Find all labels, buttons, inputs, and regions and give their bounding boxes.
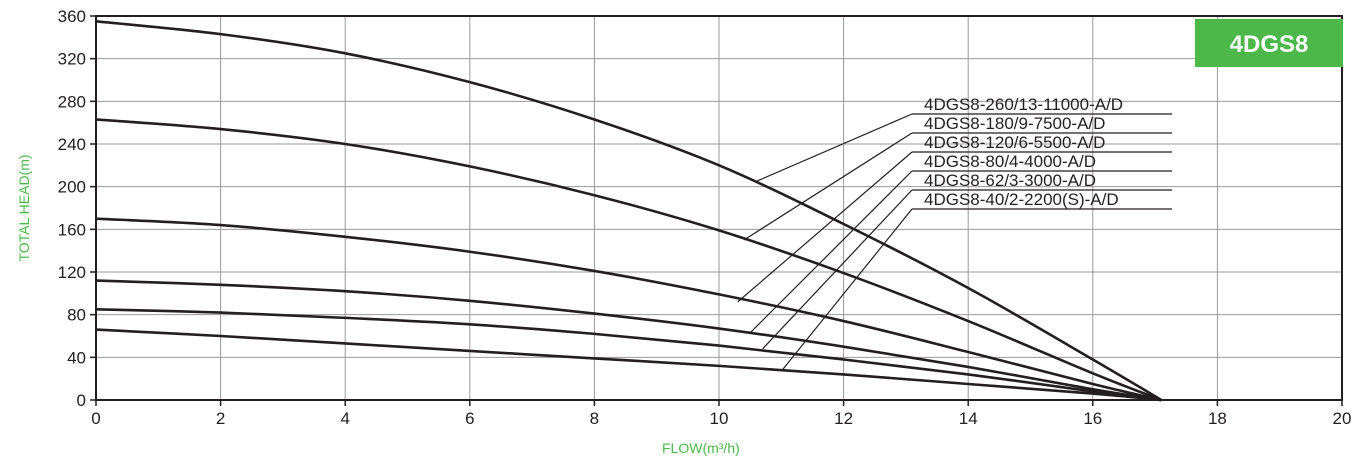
curve-leader-line — [762, 189, 913, 350]
x-tick-label: 14 — [959, 409, 978, 428]
curves — [95, 20, 1162, 402]
model-badge: 4DGS8 — [1195, 19, 1343, 67]
curve-label-3: 4DGS8-120/6-5500-A/D — [924, 133, 1105, 152]
curve-leader-line — [743, 132, 913, 241]
x-tick-label: 4 — [340, 409, 349, 428]
y-tick-label: 0 — [77, 391, 86, 410]
curve-label-2: 4DGS8-180/9-7500-A/D — [924, 114, 1105, 133]
curve-4 — [95, 279, 1162, 402]
x-tick-label: 16 — [1083, 409, 1102, 428]
x-tick-label: 12 — [834, 409, 853, 428]
x-tick-label: 2 — [216, 409, 225, 428]
curve-3 — [95, 217, 1162, 402]
y-tick-label: 40 — [67, 348, 86, 367]
axes — [90, 15, 1343, 406]
curve-2 — [95, 118, 1162, 402]
y-axis-title: TOTAL HEAD(m) — [16, 154, 32, 262]
curve-leader-line — [737, 151, 913, 303]
curve-5 — [95, 308, 1162, 402]
tick-labels: 0 2 4 6 8 10 12 14 16 18 2004080120160200240280320… — [58, 7, 1352, 428]
x-tick-label: 10 — [710, 409, 729, 428]
curve-leader-line — [749, 170, 913, 334]
x-tick-label: 20 — [1333, 409, 1352, 428]
curve-label-1: 4DGS8-260/13-11000-A/D — [924, 95, 1123, 114]
y-tick-label: 320 — [58, 50, 86, 69]
y-tick-label: 280 — [58, 92, 86, 111]
y-tick-label: 200 — [58, 178, 86, 197]
y-tick-label: 80 — [67, 306, 86, 325]
y-tick-label: 360 — [58, 7, 86, 26]
x-axis-title: FLOW(m³/h) — [662, 440, 740, 456]
x-tick-label: 0 — [91, 409, 100, 428]
curve-6 — [95, 328, 1162, 402]
grid — [96, 16, 1342, 400]
curve-label-6: 4DGS8-40/2-2200(S)-A/D — [924, 190, 1119, 209]
y-tick-label: 160 — [58, 220, 86, 239]
x-tick-label: 18 — [1208, 409, 1227, 428]
curve-label-5: 4DGS8-62/3-3000-A/D — [924, 171, 1096, 190]
curve-leader-line — [780, 208, 913, 372]
x-tick-label: 6 — [465, 409, 474, 428]
y-tick-label: 120 — [58, 263, 86, 282]
legend-callouts: 4DGS8-260/13-11000-A/D4DGS8-180/9-7500-A… — [737, 95, 1172, 372]
model-badge-label: 4DGS8 — [1230, 31, 1309, 58]
curve-label-4: 4DGS8-80/4-4000-A/D — [924, 152, 1096, 171]
curve-leader-line — [756, 113, 913, 182]
x-tick-label: 8 — [590, 409, 599, 428]
model-badge-bg — [1195, 19, 1343, 67]
curve-1 — [95, 20, 1162, 402]
y-tick-label: 240 — [58, 135, 86, 154]
